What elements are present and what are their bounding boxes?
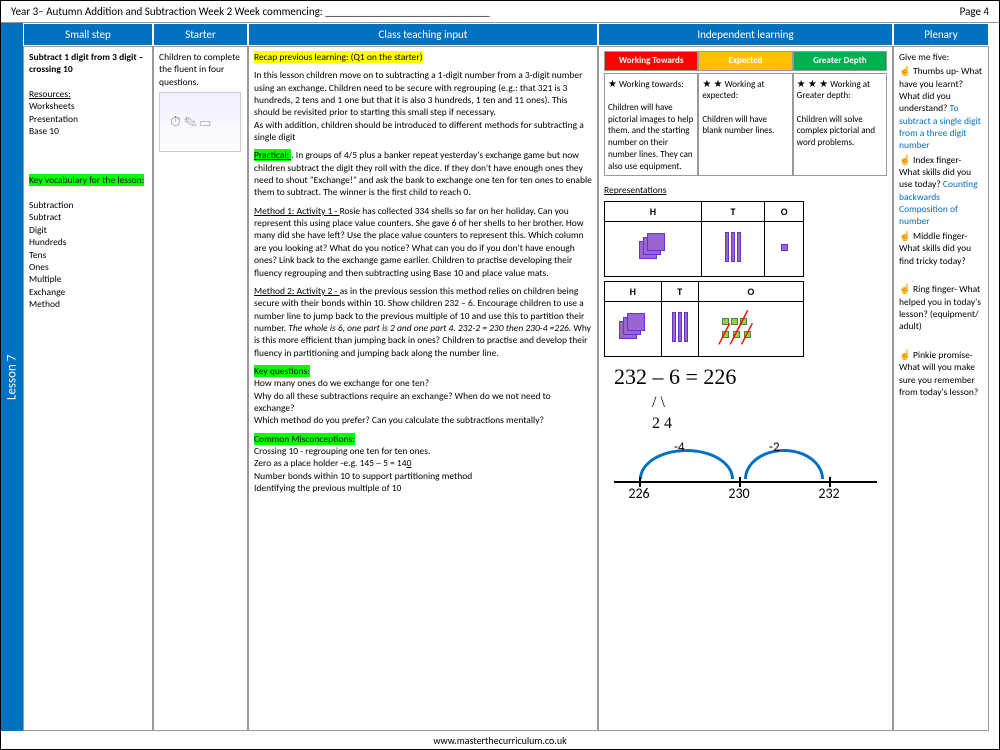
plenary-intro: Give me five: [899, 51, 983, 63]
kq-text: How many ones do we exchange for one ten… [254, 377, 592, 426]
teaching-p1: In this lesson children move on to subtr… [254, 69, 592, 143]
cell-small-step: Subtract 1 digit from 3 digit – crossing… [23, 46, 153, 731]
vocab-list: Subtraction Subtract Digit Hundreds Tens… [29, 199, 147, 310]
method2-heading: Method 2: Activity 2 - [254, 285, 340, 297]
practical-heading: Practical: [254, 149, 291, 161]
differentiation-headers: Working Towards Expected Greater Depth [604, 51, 887, 71]
cell-teaching: Recap previous learning: (Q1 on the star… [248, 46, 598, 731]
plenary-5: ☝ Pinkie promise- What will you make sur… [899, 349, 983, 398]
cm-text: Crossing 10 - regrouping one ten for ten… [254, 445, 592, 470]
kq-heading: Key questions: [254, 365, 310, 377]
col-small-step: Small step [23, 23, 153, 46]
calculation: 232 – 6 = 226 [614, 363, 887, 392]
plenary-1: ☝ Thumbs up- What have you learnt? What … [899, 65, 983, 151]
cell-starter: Children to complete the fluent in four … [153, 46, 248, 731]
cm-heading: Common Misconceptions: [254, 433, 355, 445]
starter-thumbnail [159, 92, 241, 152]
header-title: Year 3– Autumn Addition and Subtraction … [11, 5, 490, 18]
wt-header: Working Towards [604, 51, 698, 71]
method1-heading: Method 1: Activity 1 - [254, 205, 340, 217]
footer-url: www.masterthecurriculum.co.uk [1, 734, 999, 747]
differentiation-body: ★ Working towards: Children will have pi… [604, 73, 887, 177]
lesson-tab: Lesson 7 [1, 23, 23, 731]
content-grid: Small step Starter Class teaching input … [23, 23, 999, 731]
exp-cell: ★ ★ Working at expected: Children will h… [698, 73, 792, 177]
resources-heading: Resources: [29, 88, 147, 100]
col-plenary: Plenary [893, 23, 989, 46]
method2-italic: The whole is 6, one part is 2 and one pa… [288, 322, 571, 334]
partition-lines: / \ [652, 393, 887, 414]
main-grid: Lesson 7 Small step Starter Class teachi… [1, 23, 999, 731]
starter-text: Children to complete the fluent in four … [159, 51, 242, 88]
partition-values: 2 4 [652, 414, 887, 435]
resources-list: Worksheets Presentation Base 10 [29, 100, 147, 137]
number-line: -4 -2 226 230 232 [604, 441, 887, 501]
lesson-plan-page: Year 3– Autumn Addition and Subtraction … [0, 0, 1000, 750]
exp-header: Expected [698, 51, 792, 71]
gd-header: Greater Depth [793, 51, 887, 71]
place-value-table-2: HTO ╱ ╱ ╱ ╱ [604, 281, 804, 357]
practical-text: . In groups of 4/5 plus a banker repeat … [254, 149, 592, 198]
recap-heading: Recap previous learning: (Q1 on the star… [254, 51, 423, 63]
wt-cell: ★ Working towards: Children will have pi… [604, 73, 698, 177]
small-step-title: Subtract 1 digit from 3 digit – crossing… [29, 51, 147, 76]
plenary-2: ☝ Index finger- What skills did you use … [899, 154, 983, 228]
column-headers: Small step Starter Class teaching input … [23, 23, 999, 46]
vocab-heading: Key vocabulary for the lesson: [29, 174, 144, 186]
cell-independent: Working Towards Expected Greater Depth ★… [598, 46, 893, 731]
col-teaching: Class teaching input [248, 23, 598, 46]
page-header: Year 3– Autumn Addition and Subtraction … [1, 1, 999, 23]
page-number: Page 4 [960, 5, 989, 18]
cell-plenary: Give me five: ☝ Thumbs up- What have you… [893, 46, 989, 731]
cm-text2: Number bonds within 10 to support partit… [254, 470, 592, 495]
plenary-3: ☝ Middle finger- What skills did you fin… [899, 230, 983, 267]
row-body: Subtract 1 digit from 3 digit – crossing… [23, 46, 999, 731]
gd-cell: ★ ★ ★ Working at Greater depth: Children… [793, 73, 887, 177]
plenary-4: ☝ Ring finger- What helped you in today'… [899, 283, 983, 332]
representations-heading: Representations [604, 184, 887, 196]
col-independent: Independent learning [598, 23, 893, 46]
col-starter: Starter [153, 23, 248, 46]
place-value-table-1: HTO [604, 201, 804, 277]
